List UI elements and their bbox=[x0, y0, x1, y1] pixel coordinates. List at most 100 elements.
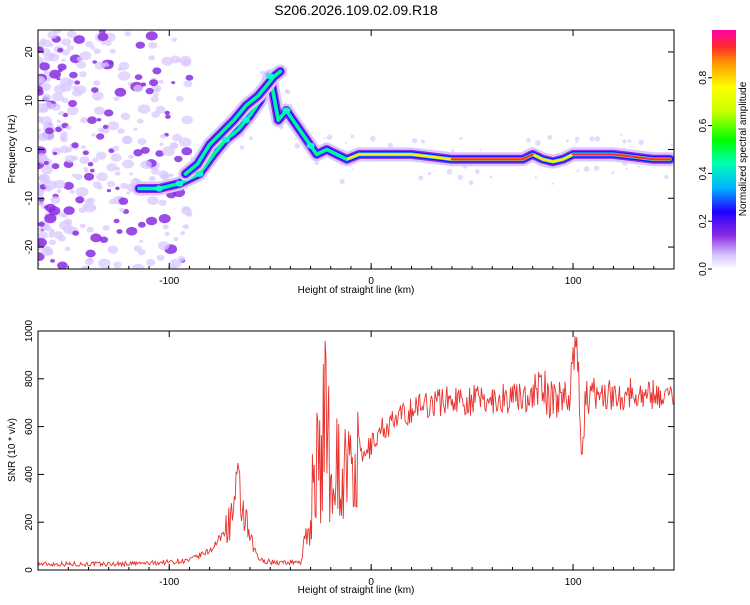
spectrogram-noise-blob bbox=[134, 74, 143, 80]
colorbar-tick-label: 0.4 bbox=[698, 166, 709, 180]
spectrogram-noise-blob bbox=[91, 87, 99, 93]
spectrogram-noise-blob bbox=[50, 259, 56, 263]
spectrogram-noise-blob bbox=[93, 80, 101, 86]
snr-x-label: Height of straight line (km) bbox=[298, 585, 415, 596]
spectrogram-noise-blob bbox=[59, 145, 70, 154]
spectrogram-noise-blob bbox=[126, 226, 138, 236]
spectrogram-noise-blob bbox=[48, 206, 61, 216]
spectrogram-noise-blob bbox=[53, 30, 62, 34]
spectrogram-noise-blob bbox=[177, 256, 186, 262]
spectrogram-noise-blob bbox=[637, 165, 640, 168]
spectrogram-hotspot bbox=[195, 170, 204, 177]
spectrogram-noise-blob bbox=[145, 87, 154, 95]
spectrogram-hotspot bbox=[155, 185, 164, 192]
spectrogram-noise-blob bbox=[459, 137, 463, 140]
spectrogram-noise-blob bbox=[58, 111, 65, 116]
spectrogram-noise-blob bbox=[174, 155, 183, 163]
spectrogram-noise-blob bbox=[101, 127, 110, 134]
spectrogram-noise-blob bbox=[526, 138, 531, 143]
spectrogram-noise-blob bbox=[50, 196, 61, 204]
colorbar-tick-label: 0.0 bbox=[698, 262, 709, 276]
spectrogram-noise-blob bbox=[113, 261, 122, 269]
spectrogram-noise-blob bbox=[350, 134, 355, 139]
spectrogram-noise-blob bbox=[38, 89, 44, 96]
spectrogram-noise-blob bbox=[160, 173, 169, 180]
spectrogram-noise-blob bbox=[148, 175, 156, 182]
spectrogram-noise-blob bbox=[104, 40, 112, 46]
spectrogram-noise-blob bbox=[91, 133, 96, 137]
colorbar-tick-label: 0.2 bbox=[698, 214, 709, 228]
spectrogram-noise-blob bbox=[66, 45, 74, 51]
spectrogram-noise-blob bbox=[94, 61, 106, 70]
spectrogram-noise-blob bbox=[60, 136, 68, 143]
snr-y-tick-label: 600 bbox=[24, 418, 35, 435]
spectrogram-noise-blob bbox=[68, 100, 77, 107]
spectrogram-noise-blob bbox=[140, 160, 152, 170]
spectrogram-noise-blob bbox=[83, 172, 95, 181]
spectrogram-y-tick-label: -20 bbox=[24, 239, 35, 254]
spectrogram-noise-blob bbox=[43, 161, 50, 165]
spectrogram-noise-blob bbox=[185, 211, 193, 217]
spectrogram-noise-blob bbox=[583, 166, 590, 172]
spectrogram-noise-blob bbox=[121, 135, 133, 144]
spectrogram-noise-blob bbox=[146, 216, 158, 226]
spectrogram-noise-blob bbox=[48, 53, 60, 62]
spectrogram-noise-blob bbox=[106, 163, 118, 172]
spectrogram-noise-blob bbox=[249, 136, 253, 141]
spectrogram-noise-blob bbox=[164, 110, 170, 115]
spectrogram-y-tick-label: 0 bbox=[24, 146, 35, 152]
spectrogram-noise-blob bbox=[183, 80, 193, 88]
spectrogram-noise-blob bbox=[153, 92, 159, 98]
spectrogram-noise-blob bbox=[159, 142, 164, 146]
spectrogram-noise-blob bbox=[162, 224, 169, 230]
spectrogram-noise-blob bbox=[185, 74, 194, 81]
spectrogram-noise-blob bbox=[323, 137, 326, 140]
spectrogram-noise-blob bbox=[118, 61, 130, 71]
spectrogram-noise-blob bbox=[61, 97, 69, 103]
spectrogram-noise-blob bbox=[53, 231, 64, 239]
spectrogram-noise-blob bbox=[47, 31, 58, 39]
spectrogram-noise-blob bbox=[38, 227, 43, 232]
spectrogram-noise-blob bbox=[118, 197, 129, 205]
spectrogram-noise-blob bbox=[107, 121, 120, 131]
spectrogram-noise-blob bbox=[534, 176, 537, 179]
spectrogram-noise-blob bbox=[137, 118, 144, 124]
spectrogram-noise-blob bbox=[171, 37, 177, 42]
spectrogram-noise-blob bbox=[139, 239, 144, 243]
spectrogram-noise-blob bbox=[339, 178, 345, 184]
spectrogram-x-tick-label: 0 bbox=[368, 276, 374, 287]
spectrogram-noise-blob bbox=[152, 67, 162, 75]
spectrogram-noise-blob bbox=[547, 135, 553, 140]
spectrogram-noise-blob bbox=[38, 132, 49, 142]
spectrogram-noise-blob bbox=[162, 146, 176, 157]
spectrogram-noise-blob bbox=[146, 259, 156, 266]
spectrogram-noise-blob bbox=[182, 224, 189, 230]
spectrogram-noise-blob bbox=[38, 197, 45, 202]
spectrogram-noise-blob bbox=[158, 80, 164, 84]
spectrogram-noise-blob bbox=[67, 79, 74, 85]
spectrogram-hotspot bbox=[266, 73, 275, 80]
spectrogram-noise-blob bbox=[84, 258, 94, 266]
spectrogram-noise-blob bbox=[611, 171, 615, 175]
spectrogram-noise-blob bbox=[115, 186, 120, 191]
spectrogram-noise-blob bbox=[137, 138, 147, 146]
spectrogram-ridge-peak bbox=[571, 153, 672, 161]
spectrogram-noise-blob bbox=[112, 145, 120, 151]
spectrogram-noise-blob bbox=[95, 151, 107, 160]
spectrogram-noise-blob bbox=[61, 38, 72, 46]
spectrogram-noise-blob bbox=[173, 237, 179, 242]
colorbar: 0.0 0.2 0.4 0.6 0.8 Normalized spectral ampl… bbox=[698, 30, 749, 276]
spectrogram-noise-blob bbox=[387, 142, 393, 148]
spectrogram-noise-blob bbox=[72, 85, 78, 90]
spectrogram-noise-blob bbox=[593, 165, 600, 171]
spectrogram-noise-blob bbox=[574, 136, 580, 142]
spectrogram-noise-blob bbox=[158, 199, 167, 206]
spectrogram-noise-blob bbox=[38, 231, 48, 239]
spectrogram-noise-blob bbox=[468, 180, 474, 186]
spectrogram-noise-blob bbox=[98, 258, 111, 269]
spectrogram-noise-blob bbox=[285, 89, 291, 95]
spectrogram-y-tick-label: -10 bbox=[24, 191, 35, 206]
spectrogram-noise-blob bbox=[370, 135, 376, 142]
spectrogram-noise-blob bbox=[38, 103, 48, 113]
spectrogram-noise-blob bbox=[39, 38, 48, 45]
